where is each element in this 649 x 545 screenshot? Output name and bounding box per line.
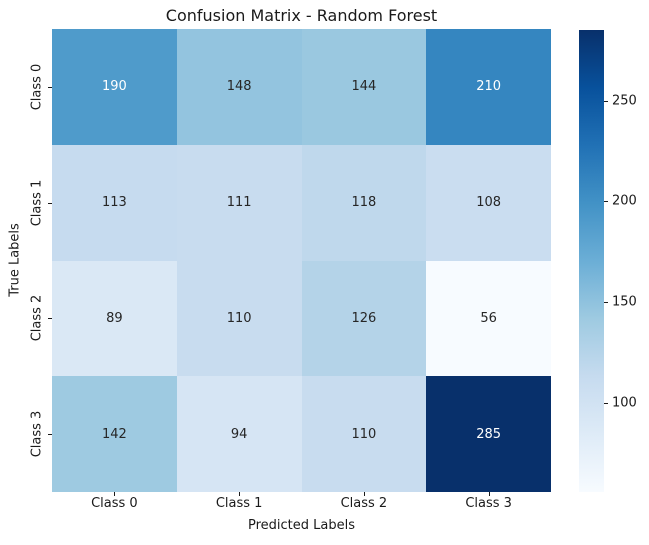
heatmap-cell: 108: [426, 144, 551, 261]
heatmap: 190 148 144 210 113 111 118 108 89 110 126 56 142 94 1…: [52, 29, 551, 492]
heatmap-cell: 126: [301, 260, 427, 377]
tick-mark: [239, 492, 241, 496]
x-tick-label: Class 3: [465, 496, 512, 511]
chart-title: Confusion Matrix - Random Forest: [165, 6, 438, 25]
y-tick-label: Class 0: [29, 63, 45, 111]
heatmap-cell: 94: [176, 376, 302, 492]
heatmap-cell: 113: [52, 144, 177, 261]
x-axis-label: Predicted Labels: [247, 518, 355, 533]
y-tick-label: Class 3: [29, 410, 45, 458]
y-tick-label: Class 1: [29, 179, 45, 226]
tick-mark: [488, 492, 490, 496]
tick-mark: [604, 302, 608, 304]
heatmap-cell: 56: [426, 260, 551, 377]
x-tick-label: Class 0: [91, 496, 138, 511]
heatmap-cell: 210: [426, 29, 551, 145]
tick-mark: [114, 492, 116, 496]
colorbar: [579, 30, 604, 492]
heatmap-cell: 118: [301, 144, 427, 261]
heatmap-cell: 110: [176, 260, 302, 377]
tick-mark: [48, 202, 52, 204]
heatmap-cell: 89: [52, 260, 177, 377]
tick-mark: [604, 100, 608, 102]
colorbar-tick-label: 100: [612, 395, 637, 411]
y-axis-label: True Labels: [7, 223, 23, 297]
colorbar-tick-label: 250: [612, 93, 637, 109]
heatmap-cell: 285: [426, 376, 551, 492]
tick-mark: [604, 201, 608, 203]
x-tick-label: Class 2: [340, 496, 388, 511]
heatmap-cell: 144: [301, 29, 427, 145]
tick-mark: [363, 492, 365, 496]
x-tick-label: Class 1: [215, 496, 263, 511]
heatmap-cell: 148: [176, 29, 302, 145]
tick-mark: [48, 434, 52, 436]
colorbar-tick-label: 200: [612, 193, 637, 209]
tick-mark: [48, 86, 52, 88]
tick-mark: [48, 318, 52, 320]
colorbar-tick-label: 150: [612, 294, 637, 310]
y-tick-label: Class 2: [29, 295, 45, 342]
heatmap-cell: 142: [52, 376, 177, 492]
tick-mark: [604, 403, 608, 405]
heatmap-cell: 110: [301, 376, 427, 492]
heatmap-cell: 190: [52, 29, 177, 145]
heatmap-cell: 111: [176, 144, 302, 261]
